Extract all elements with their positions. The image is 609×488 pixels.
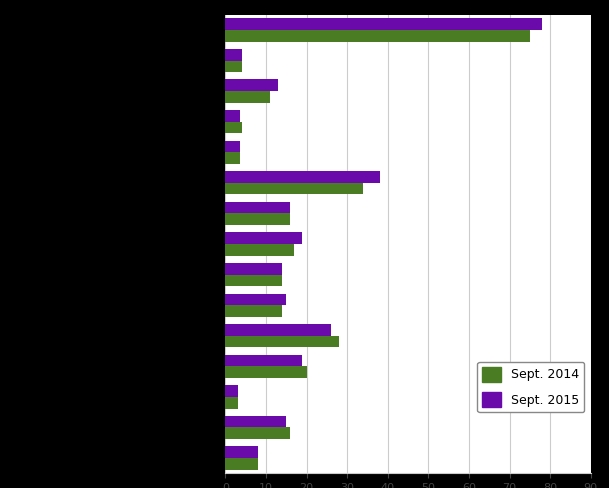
Bar	[225, 49, 242, 61]
Bar	[225, 447, 258, 458]
Bar	[225, 355, 303, 366]
Bar	[225, 305, 282, 317]
Bar	[225, 458, 258, 469]
Bar	[225, 263, 282, 275]
Bar	[225, 275, 282, 286]
Bar	[225, 336, 339, 347]
Bar	[225, 80, 278, 91]
Bar	[225, 183, 364, 194]
Bar	[225, 386, 238, 397]
Bar	[225, 141, 239, 152]
Bar	[225, 244, 294, 256]
Legend: Sept. 2014, Sept. 2015: Sept. 2014, Sept. 2015	[477, 362, 585, 412]
Bar	[225, 427, 290, 439]
Bar	[225, 202, 290, 213]
Bar	[225, 366, 306, 378]
Bar	[225, 294, 286, 305]
Bar	[225, 416, 286, 427]
Bar	[225, 232, 303, 244]
Bar	[225, 19, 542, 30]
Bar	[225, 61, 242, 72]
Bar	[225, 171, 379, 183]
Bar	[225, 213, 290, 225]
Bar	[225, 152, 239, 164]
Bar	[225, 30, 530, 41]
Bar	[225, 324, 331, 336]
Bar	[225, 122, 242, 133]
Bar	[225, 91, 270, 102]
Bar	[225, 110, 239, 122]
Bar	[225, 397, 238, 408]
